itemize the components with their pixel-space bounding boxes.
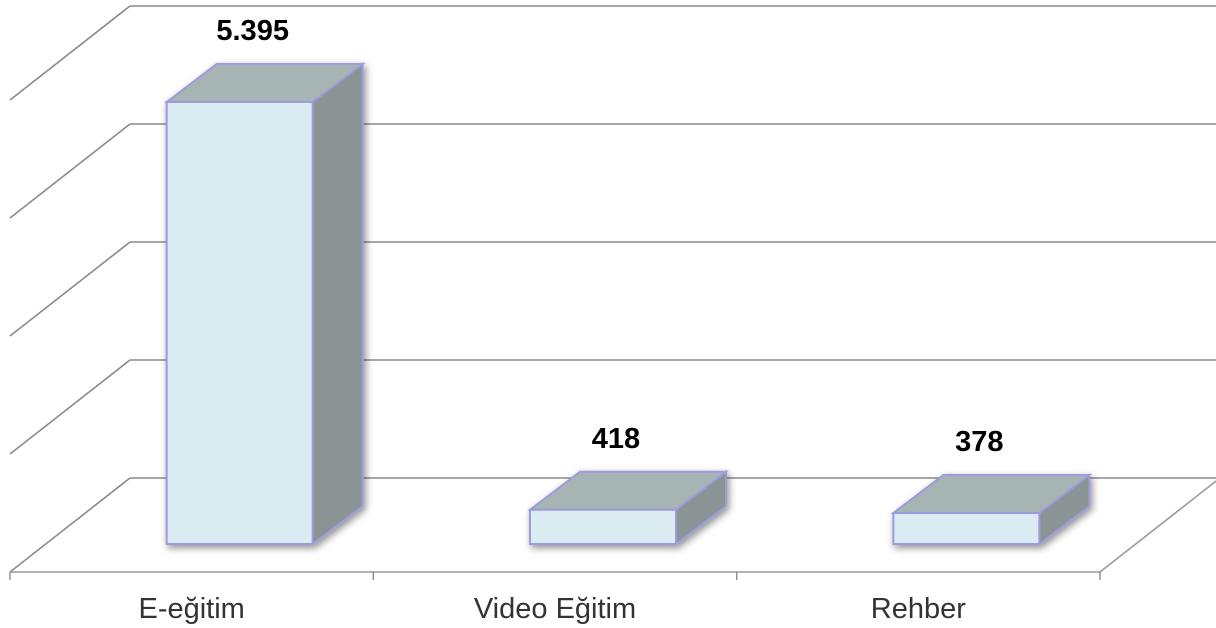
x-axis: E-eğitim Video Eğitim Rehber — [9, 572, 1101, 625]
side-wall-gridline — [9, 5, 131, 101]
bar-front-face — [165, 101, 314, 545]
bar-front-face — [892, 512, 1041, 545]
x-tick-label: E-eğitim — [138, 593, 244, 625]
bar-front-face — [529, 508, 677, 545]
data-labels: 5.395 418 378 — [216, 15, 1003, 458]
data-label: 378 — [955, 426, 1003, 458]
x-tick-label: Video Eğitim — [474, 593, 636, 625]
side-wall-gridline — [9, 477, 131, 573]
side-wall-gridline — [9, 241, 131, 337]
bars — [163, 61, 1093, 547]
bar-side-face — [311, 61, 364, 547]
bar — [163, 61, 366, 547]
side-wall-gridline — [9, 359, 131, 455]
data-label: 5.395 — [216, 15, 289, 47]
chart-floor — [10, 480, 1216, 573]
x-tick-label: Rehber — [871, 593, 966, 625]
side-wall-gridline — [9, 123, 131, 219]
bar — [890, 473, 1093, 547]
floor-right-edge — [1099, 480, 1216, 573]
bar — [527, 469, 729, 547]
data-label: 418 — [592, 423, 640, 455]
